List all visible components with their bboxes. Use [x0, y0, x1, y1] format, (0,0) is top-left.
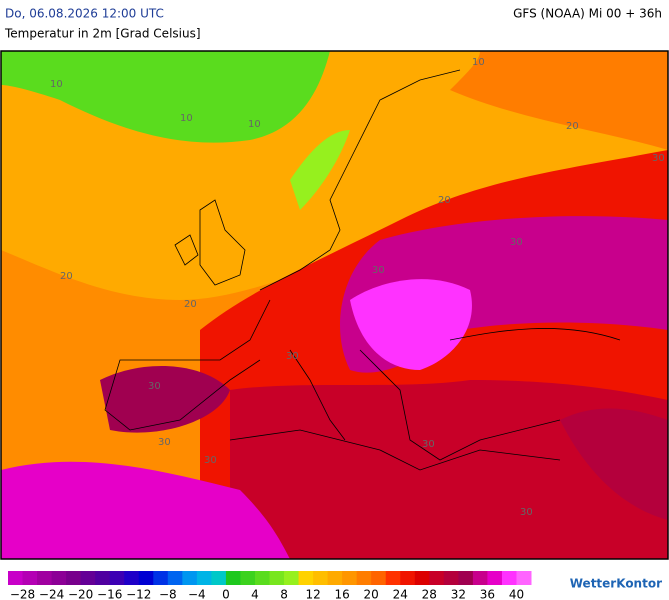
color-step	[254, 571, 270, 585]
contour-label: 20	[60, 271, 73, 282]
legend-tick-label: −8	[159, 588, 177, 600]
zone-extreme	[350, 279, 472, 370]
legend-tick-label: −12	[126, 588, 151, 600]
contour-label: 30	[286, 351, 299, 362]
color-step	[342, 571, 358, 585]
date: Do, 06.08.2026 12:00 UTC	[5, 7, 164, 21]
map: 10 10 10 10 20 20 20 20 30 30 30 30 30 3…	[0, 50, 669, 560]
legend: −28 −24 −20 −16 −12 −8 −4 0 4 8 12 16 20 24 28 32 36 40	[8, 571, 532, 600]
contour-label: 30	[520, 507, 533, 518]
color-step	[313, 571, 329, 585]
contour-label: 30	[204, 455, 217, 466]
color-step	[429, 571, 445, 585]
zone-iberia	[100, 366, 230, 433]
legend-tick-label: 36	[480, 588, 495, 600]
color-step	[414, 571, 430, 585]
color-step	[298, 571, 314, 585]
logo: WetterKontor	[570, 577, 662, 591]
zone-mediterranean	[230, 380, 668, 559]
contour-label: 30	[422, 439, 435, 450]
map-frame	[0, 50, 669, 560]
color-step	[37, 571, 53, 585]
color-step	[138, 571, 154, 585]
legend-tick-label: −28	[10, 588, 35, 600]
legend-tick-label: 20	[364, 588, 379, 600]
color-step	[400, 571, 416, 585]
color-step	[240, 571, 256, 585]
legend-tick-label: 4	[251, 588, 259, 600]
color-step	[472, 571, 488, 585]
color-step	[385, 571, 401, 585]
legend-tick-label: −20	[68, 588, 93, 600]
zone-cool	[1, 51, 330, 143]
color-step	[225, 571, 241, 585]
color-step	[22, 571, 38, 585]
color-step	[356, 571, 372, 585]
color-step	[182, 571, 198, 585]
contour-label: 30	[652, 153, 665, 164]
color-step	[153, 571, 169, 585]
coastlines	[104, 69, 621, 471]
color-step	[95, 571, 111, 585]
legend-tick-label: −16	[97, 588, 122, 600]
contour-label: 30	[510, 237, 523, 248]
color-step	[196, 571, 212, 585]
zone-middle-east	[560, 408, 668, 520]
color-step	[167, 571, 183, 585]
color-step	[458, 571, 474, 585]
legend-tick-label: −4	[188, 588, 206, 600]
color-step	[443, 571, 459, 585]
color-step	[109, 571, 125, 585]
legend-tick-label: 12	[305, 588, 320, 600]
legend-tick-label: 28	[422, 588, 437, 600]
color-step	[8, 571, 24, 585]
color-step	[501, 571, 517, 585]
model: GFS (NOAA) Mi 00 + 36h	[513, 7, 662, 21]
color-step	[284, 571, 300, 585]
legend-tick-label: 40	[509, 588, 524, 600]
legend-tick-label: 32	[451, 588, 466, 600]
color-step	[211, 571, 227, 585]
color-step	[80, 571, 96, 585]
contour-label: 20	[566, 121, 579, 132]
contour-label: 10	[248, 119, 261, 130]
contour-label: 10	[50, 79, 63, 90]
color-step	[327, 571, 343, 585]
legend-tick-label: 8	[280, 588, 288, 600]
legend-tick-label: −24	[39, 588, 64, 600]
legend-tick-label: 16	[334, 588, 349, 600]
zone-sahara	[1, 461, 290, 559]
color-step	[487, 571, 503, 585]
subtitle: Temperatur in 2m [Grad Celsius]	[4, 27, 201, 41]
color-step	[371, 571, 387, 585]
contour-label: 10	[472, 57, 485, 68]
zone-cool-2	[290, 130, 350, 210]
color-step	[66, 571, 82, 585]
legend-tick-label: 24	[393, 588, 408, 600]
contour-label: 30	[148, 381, 161, 392]
contour-label: 20	[184, 299, 197, 310]
contour-label: 30	[372, 265, 385, 276]
legend-tick-label: 0	[222, 588, 230, 600]
contour-label: 30	[158, 437, 171, 448]
zone-east-warm	[450, 51, 668, 150]
contour-label: 10	[180, 113, 193, 124]
color-step	[51, 571, 67, 585]
contour-label: 20	[438, 195, 451, 206]
color-step	[269, 571, 285, 585]
color-step	[124, 571, 140, 585]
color-step	[516, 571, 532, 585]
